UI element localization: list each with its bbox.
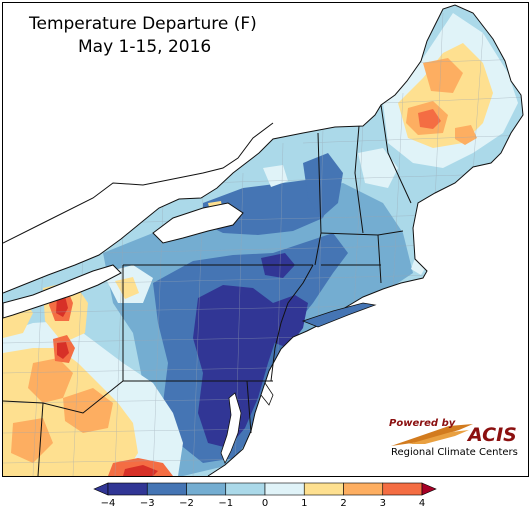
logo-powered-by: Powered by [389,418,456,429]
anomaly-plus4-hotspot-b [57,342,69,359]
lake-ontario [152,202,244,244]
legend-under-arrow [93,482,109,496]
legend-tick-label: 4 [418,498,426,509]
legend-bin [146,482,187,496]
legend-colorbar [93,482,437,496]
legend-bin [264,482,305,496]
legend-bin [225,482,266,496]
legend-bin [343,482,384,496]
anomaly-zero-adirondack [263,165,288,187]
anomaly-plus2-west-c [11,418,53,463]
logo-brand: ACIS [468,424,517,446]
departure-field [3,13,518,476]
delaware-bay [260,382,274,406]
legend-bin [382,482,423,496]
legend-tick-label: −2 [179,498,194,509]
state-borders [3,4,524,476]
anomaly-minus3-nj [273,295,308,348]
legend-over-arrow [421,482,437,496]
anomaly-plus2-maine-a [423,58,463,93]
anomaly-plus2-maine-c [455,125,477,145]
lake-erie [3,264,122,319]
logo-org: Regional Climate Centers [391,447,518,458]
legend-tick-label: 0 [261,498,269,509]
legend-tick-label: 3 [379,498,386,509]
map-title: Temperature Departure (F) [29,14,257,34]
legend-tick-label: −4 [100,498,116,509]
legend-bin [303,482,344,496]
temperature-departure-map [3,4,524,476]
anomaly-plus2-west-a [28,358,73,403]
anomaly-minus2-vt [303,153,343,218]
anomaly-zero-cape [411,258,427,275]
legend-tick-label: 2 [340,498,347,509]
anomaly-minus3-core [193,285,278,448]
anomaly-plus4-south [123,465,158,476]
legend-bin [186,482,227,496]
legend-bin [107,482,148,496]
chesapeake-bay [220,392,242,464]
long-island [301,302,377,328]
canada-outline [3,122,274,244]
legend-tick-label: 1 [301,498,308,509]
map-subtitle: May 1-15, 2016 [78,37,212,57]
logo-swoosh-icon [391,424,473,446]
legend-tick-label: −1 [218,498,234,509]
map-panel: Temperature Departure (F) May 1-15, 2016… [2,2,529,477]
acis-logo: Powered by ACIS Regional Climate Centers [387,416,522,466]
anomaly-plus3-maine [418,109,441,129]
legend-tick-label: −3 [139,498,155,509]
